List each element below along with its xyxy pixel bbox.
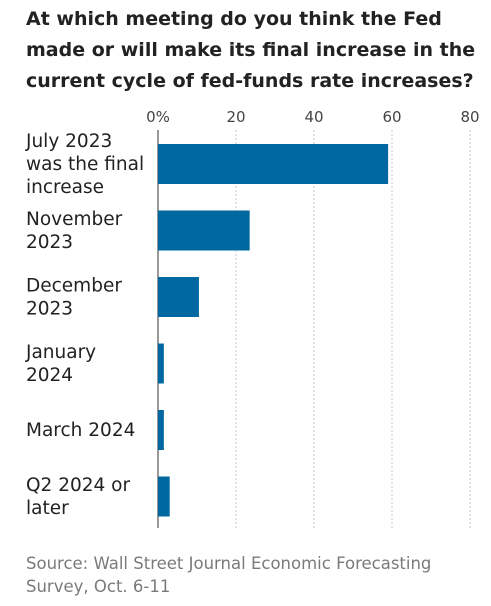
bar [158, 210, 250, 251]
x-tick-label: 80 [460, 108, 479, 126]
category-label: March 2024 [26, 420, 135, 441]
category-label: July 2023 was the final increase [25, 131, 144, 198]
x-tick-label: 20 [226, 108, 245, 126]
bar [158, 476, 170, 517]
gridlines [157, 130, 471, 528]
category-label: November 2023 [26, 209, 123, 253]
category-label: January 2024 [25, 342, 96, 386]
x-tick-label: 40 [304, 108, 323, 126]
chart-source-note: Source: Wall Street Journal Economic For… [26, 554, 432, 596]
category-labels: July 2023 was the final increase November 20… [25, 131, 144, 519]
bar [158, 144, 389, 184]
x-tick-label: 60 [382, 108, 401, 126]
category-label: December 2023 [26, 276, 122, 320]
chart-title: At which meeting do you think the Fed ma… [26, 8, 476, 92]
bar [158, 410, 164, 450]
bar [158, 277, 199, 317]
category-label: Q2 2024 or later [26, 475, 130, 519]
bars [158, 144, 389, 517]
x-tick-label: 0% [146, 108, 170, 126]
x-axis-tick-labels: 0% 20 40 60 80 [146, 108, 479, 126]
bar [158, 343, 164, 384]
